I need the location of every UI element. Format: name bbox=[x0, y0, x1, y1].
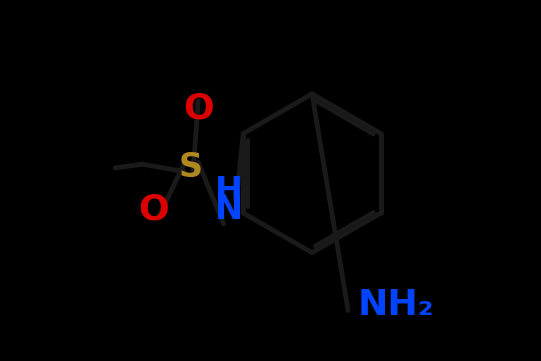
Text: S: S bbox=[179, 151, 203, 184]
Text: O: O bbox=[138, 192, 169, 226]
Text: H: H bbox=[215, 175, 243, 208]
Text: N: N bbox=[215, 193, 243, 226]
Text: NH₂: NH₂ bbox=[357, 288, 434, 322]
Text: O: O bbox=[183, 91, 214, 125]
